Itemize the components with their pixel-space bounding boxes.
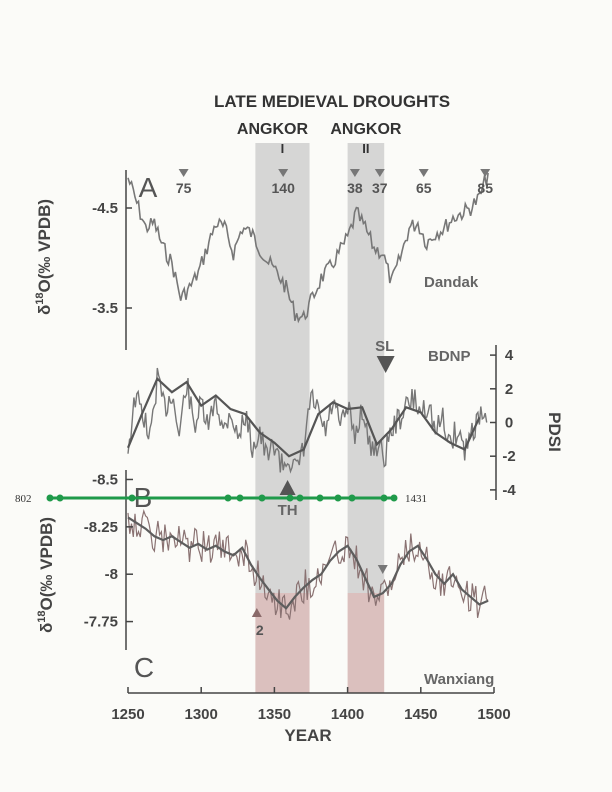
sl-label: SL	[375, 338, 394, 355]
dandak-marker-label: 140	[272, 180, 296, 196]
chart-title: LATE MEDIEVAL DROUGHTS	[214, 92, 450, 111]
bdnp-series-label: BDNP	[428, 348, 471, 365]
x-tick-label: 1450	[404, 706, 437, 723]
green-annotation-dot	[380, 494, 388, 502]
annotation-left-label: 802	[15, 493, 32, 505]
dandak-y-axis-title: δ18O(‰ VPDB)	[34, 199, 54, 315]
bdnp-y-tick-label: -4	[502, 482, 516, 499]
dandak-marker	[178, 169, 189, 177]
wanxiang-y-axis-title: δ18O(‰ VPDB)	[36, 517, 56, 633]
band-roman-2: II	[362, 141, 369, 156]
green-annotation-dot	[348, 494, 356, 502]
bdnp-series-line	[127, 367, 488, 474]
wanxiang-marker-label: 2	[256, 622, 264, 638]
dandak-series-line	[127, 172, 489, 324]
band-label-angkor-2: ANGKOR	[330, 121, 402, 138]
series-lines	[126, 172, 489, 620]
wanxiang-y-tick-label: -8.25	[84, 519, 118, 536]
wanxiang-y-tick-label: -8	[105, 566, 118, 583]
x-axis-title: YEAR	[284, 726, 331, 745]
wanxiang-marker-up	[251, 608, 262, 617]
labels: ANGKOR I ANGKOR II LATE MEDIEVAL DROUGHTS -4.…	[15, 92, 564, 745]
band-roman-1: I	[281, 141, 285, 156]
dandak-marker-label: 75	[176, 180, 192, 196]
wanxiang-y-tick-label: -8.5	[92, 471, 118, 488]
bdnp-y-tick-label: 0	[505, 415, 513, 432]
bdnp-y-tick-label: 4	[505, 347, 514, 364]
green-annotation-dot	[390, 494, 398, 502]
panel-letter-a: A	[139, 172, 158, 203]
x-tick-label: 1500	[477, 706, 510, 723]
green-annotation-dot	[334, 494, 342, 502]
green-annotation-dot	[236, 494, 244, 502]
x-tick-label: 1250	[111, 706, 144, 723]
dandak-y-tick-label: -3.5	[92, 300, 118, 317]
bdnp-smoothed-line	[126, 376, 481, 458]
dandak-marker	[278, 169, 289, 177]
bdnp-y-tick-label: -2	[502, 448, 515, 465]
green-annotation-dot	[258, 494, 266, 502]
green-annotation-dot	[316, 494, 324, 502]
dandak-y-tick-label: -4.5	[92, 200, 118, 217]
dandak-marker	[480, 169, 491, 177]
green-annotation-dot	[296, 494, 304, 502]
th-label: TH	[278, 502, 298, 519]
x-tick-label: 1350	[258, 706, 291, 723]
drought-band-2	[347, 143, 385, 593]
x-tick-label: 1300	[185, 706, 218, 723]
green-annotation-dot	[128, 494, 136, 502]
drought-band-1	[255, 143, 310, 593]
green-annotation-dot	[56, 494, 64, 502]
axes	[125, 170, 497, 694]
dandak-marker-label: 38	[347, 180, 363, 196]
wanxiang-smoothed-line	[127, 516, 489, 610]
band-label-angkor-1: ANGKOR	[237, 121, 309, 138]
bdnp-y-tick-label: 2	[505, 381, 513, 398]
dandak-marker	[418, 169, 429, 177]
dandak-marker	[349, 169, 360, 177]
dandak-marker	[374, 169, 385, 177]
drought-band-1-lower	[255, 593, 310, 693]
dandak-series-label: Dandak	[424, 274, 479, 291]
th-marker	[279, 480, 296, 495]
pdsi-axis-title: PDSI	[545, 412, 564, 452]
x-tick-label: 1400	[331, 706, 364, 723]
dandak-marker-label: 85	[477, 180, 493, 196]
green-annotation-dot	[224, 494, 232, 502]
green-annotation-dot	[286, 494, 294, 502]
drought-band-2-lower	[347, 593, 385, 693]
green-annotation-dot	[46, 494, 54, 502]
panel-letter-c: C	[134, 652, 154, 683]
dandak-marker-label: 65	[416, 180, 432, 196]
sl-marker	[376, 356, 395, 373]
wanxiang-y-tick-label: -7.75	[84, 614, 118, 631]
wanxiang-series-label: Wanxiang	[424, 671, 494, 688]
annotation-right-label: 1431	[405, 493, 427, 505]
dandak-marker-label: 37	[372, 180, 388, 196]
wanxiang-marker	[377, 565, 388, 574]
